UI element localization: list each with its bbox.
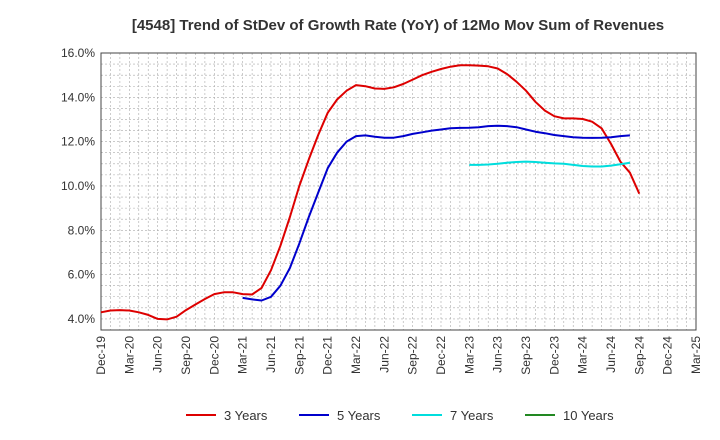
x-tick-label: Sep-21 [292, 336, 306, 375]
x-tick-label: Mar-20 [122, 336, 136, 374]
plot-area [100, 52, 697, 331]
x-tick-label: Mar-23 [462, 336, 476, 374]
x-tick-label: Dec-22 [434, 336, 448, 375]
x-tick-label: Mar-25 [689, 336, 703, 374]
x-tick-label: Dec-24 [661, 336, 675, 375]
x-tick-label: Mar-21 [236, 336, 250, 374]
x-tick-label: Mar-24 [576, 336, 590, 374]
x-tick-label: Sep-22 [406, 336, 420, 375]
legend-label-5-years: 5 Years [337, 408, 381, 423]
x-tick-label: Dec-20 [207, 336, 221, 375]
grid [101, 53, 696, 330]
y-tick-label: 14.0% [61, 90, 95, 104]
legend-label-10-years: 10 Years [563, 408, 614, 423]
y-tick-label: 10.0% [61, 179, 95, 193]
series-lines [100, 64, 641, 321]
y-tick-label: 8.0% [68, 223, 96, 237]
x-tick-label: Jun-20 [151, 336, 165, 373]
series-line-3-years [100, 64, 641, 321]
x-tick-label: Sep-23 [519, 336, 533, 375]
x-tick-label: Jun-22 [377, 336, 391, 373]
x-tick-label: Mar-22 [349, 336, 363, 374]
chart-title: [4548] Trend of StDev of Growth Rate (Yo… [132, 17, 664, 34]
x-tick-label: Sep-20 [179, 336, 193, 375]
x-tick-label: Jun-24 [604, 336, 618, 373]
x-tick-label: Dec-23 [547, 336, 561, 375]
legend-label-7-years: 7 Years [450, 408, 494, 423]
y-tick-label: 6.0% [68, 268, 96, 282]
series-line-5-years [242, 124, 630, 302]
y-tick-label: 4.0% [68, 312, 96, 326]
x-tick-label: Dec-21 [321, 336, 335, 375]
x-tick-label: Jun-23 [491, 336, 505, 373]
legend: 3 Years 5 Years 7 Years 10 Years [186, 408, 614, 423]
y-axis-ticks: 4.0% 6.0% 8.0% 10.0% 12.0% 14.0% 16.0% [61, 46, 95, 326]
x-axis-ticks: Dec-19 Mar-20 Jun-20 Sep-20 Dec-20 Mar-21 Jun-… [94, 336, 703, 375]
x-tick-label: Sep-24 [632, 336, 646, 375]
legend-label-3-years: 3 Years [224, 408, 268, 423]
x-tick-label: Dec-19 [94, 336, 108, 375]
y-tick-label: 12.0% [61, 135, 95, 149]
series-line-7-years [469, 160, 631, 168]
y-tick-label: 16.0% [61, 46, 95, 60]
x-tick-label: Jun-21 [264, 336, 278, 373]
